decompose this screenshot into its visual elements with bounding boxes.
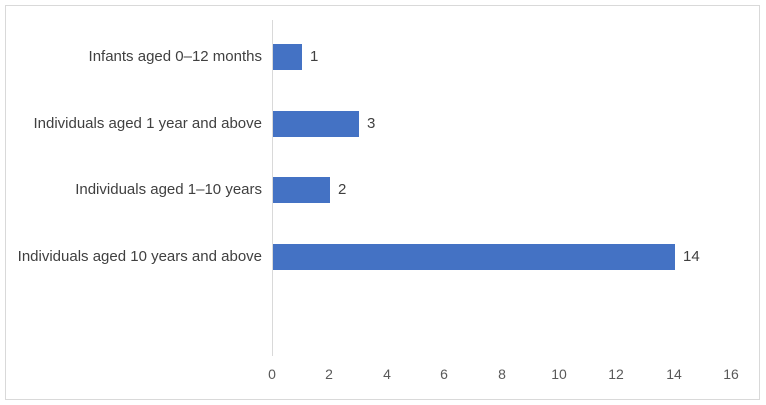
bar (273, 111, 359, 137)
value-label: 3 (367, 115, 376, 132)
category-label: Individuals aged 1–10 years (75, 181, 262, 198)
category-label: Individuals aged 1 year and above (33, 115, 262, 132)
chart-frame (5, 5, 760, 400)
category-label: Infants aged 0–12 months (88, 48, 262, 65)
bar (273, 244, 675, 270)
x-axis-tick-label: 8 (498, 366, 506, 382)
x-axis-tick-label: 14 (666, 366, 682, 382)
x-axis-tick-label: 12 (608, 366, 624, 382)
x-axis-tick-label: 2 (325, 366, 333, 382)
bar (273, 177, 330, 203)
y-axis-line (272, 20, 273, 356)
x-axis-tick-label: 4 (383, 366, 391, 382)
x-axis-tick-label: 0 (268, 366, 276, 382)
x-axis-tick-label: 6 (440, 366, 448, 382)
category-label: Individuals aged 10 years and above (17, 248, 262, 265)
bar (273, 44, 302, 70)
x-axis-tick-label: 10 (551, 366, 567, 382)
value-label: 2 (338, 181, 347, 198)
value-label: 1 (310, 48, 319, 65)
value-label: 14 (683, 248, 700, 265)
x-axis-tick-label: 16 (723, 366, 739, 382)
